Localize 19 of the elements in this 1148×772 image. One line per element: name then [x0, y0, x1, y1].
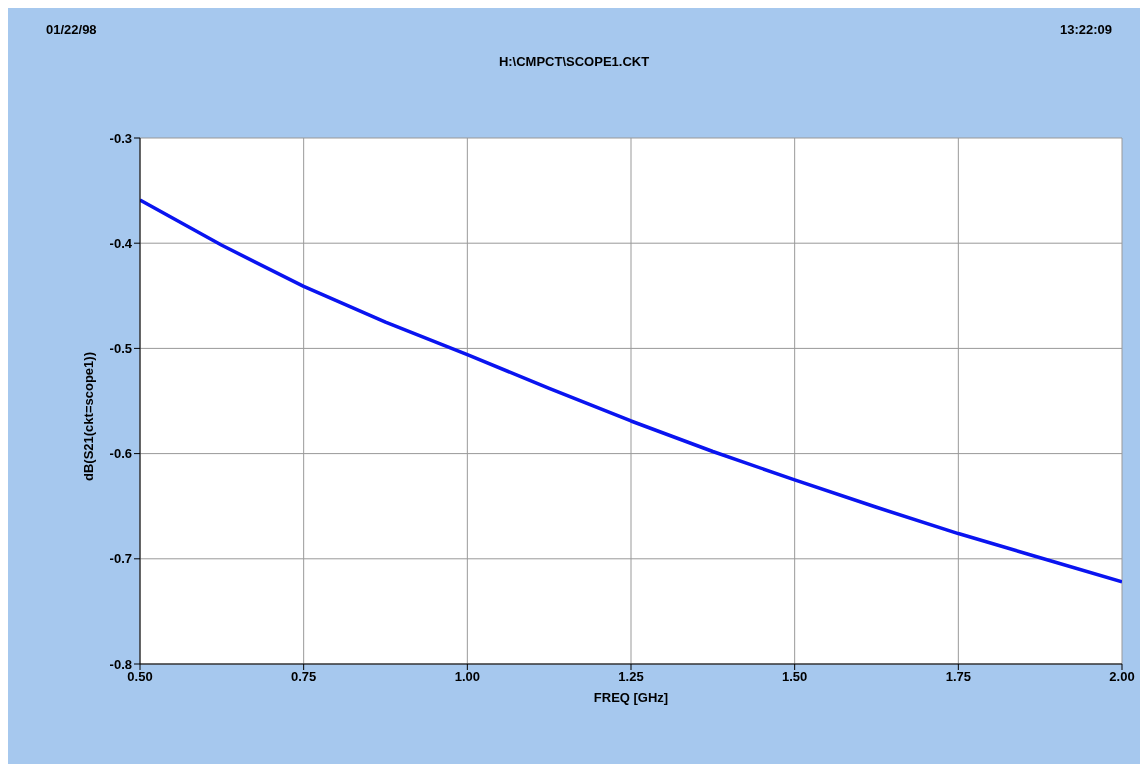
- x-tick-label: 1.25: [618, 669, 644, 685]
- y-tick-label: -0.5: [109, 341, 132, 357]
- chart-title: H:\CMPCT\SCOPE1.CKT: [497, 54, 651, 69]
- x-tick-label: 1.00: [454, 669, 480, 685]
- x-tick-label: 0.50: [127, 669, 153, 685]
- x-axis-title: FREQ [GHz]: [593, 690, 669, 705]
- y-tick-label: -0.6: [109, 446, 132, 462]
- line-series: [140, 198, 1122, 584]
- y-tick-label: -0.3: [109, 130, 132, 146]
- y-axis-title: dB(S21(ckt=scope1)): [80, 352, 96, 481]
- y-tick-label: -0.8: [109, 656, 132, 672]
- y-tick-label: -0.4: [109, 235, 133, 251]
- text: 13:22:09: [1059, 22, 1112, 37]
- text: 01/22/98: [46, 22, 97, 37]
- y-tick-label: -0.7: [109, 551, 132, 567]
- x-tick-label: 2.00: [1109, 669, 1135, 685]
- x-tick-label: 0.75: [291, 669, 317, 685]
- x-tick-label: 1.50: [782, 669, 808, 685]
- x-tick-label: 1.75: [945, 669, 971, 685]
